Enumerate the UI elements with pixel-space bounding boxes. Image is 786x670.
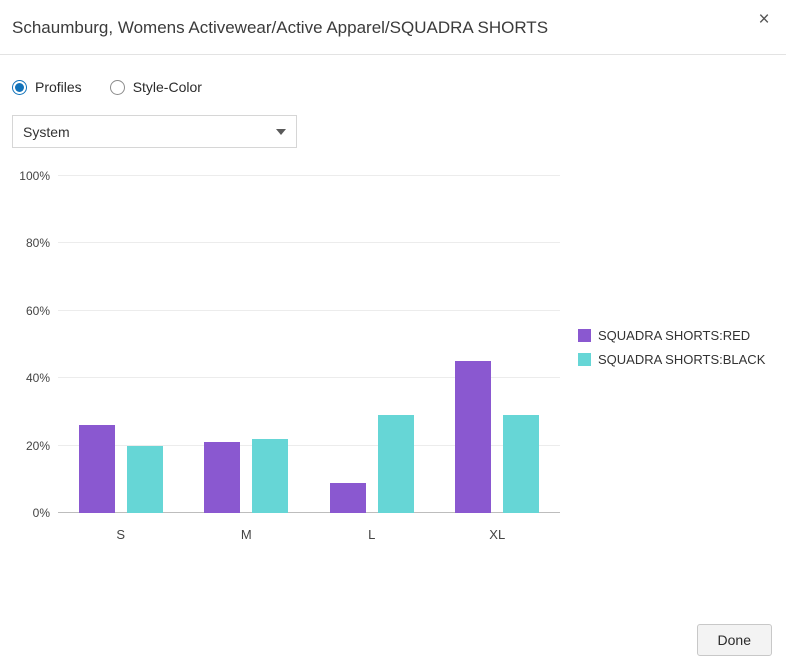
legend-swatch-icon bbox=[578, 353, 591, 366]
done-button[interactable]: Done bbox=[696, 624, 772, 656]
bar bbox=[204, 442, 241, 513]
chart-legend: SQUADRA SHORTS:RED SQUADRA SHORTS:BLACK bbox=[578, 176, 765, 542]
gridline bbox=[58, 377, 560, 379]
gridline bbox=[58, 309, 560, 311]
x-tick-label: L bbox=[368, 527, 376, 542]
x-axis-baseline bbox=[58, 512, 560, 513]
bar-group bbox=[435, 176, 561, 513]
legend-item: SQUADRA SHORTS:RED bbox=[578, 328, 765, 343]
y-tick-label: 60% bbox=[25, 303, 50, 318]
radio-circle-icon bbox=[109, 79, 125, 95]
system-dropdown[interactable]: System bbox=[12, 115, 297, 148]
y-axis: 0% 20% 40% 60% 80% 100% bbox=[10, 169, 58, 520]
y-tick-label: 20% bbox=[25, 438, 50, 453]
radio-circle-icon bbox=[12, 79, 27, 95]
controls: Profiles Style-Color System bbox=[0, 55, 786, 148]
bar-groups bbox=[58, 176, 560, 513]
radio-profiles-label: Profiles bbox=[35, 79, 82, 95]
dropdown-selected-value: System bbox=[23, 123, 70, 140]
bar-group bbox=[184, 176, 310, 513]
bar bbox=[78, 425, 115, 513]
chevron-down-icon bbox=[276, 128, 286, 135]
y-tick-label: 40% bbox=[25, 371, 50, 386]
legend-label: SQUADRA SHORTS:RED bbox=[598, 328, 751, 343]
gridline bbox=[58, 175, 560, 176]
legend-swatch-icon bbox=[578, 329, 591, 342]
bar bbox=[377, 415, 414, 513]
gridline bbox=[58, 444, 560, 446]
bar-chart: 0% 20% 40% 60% 80% 100% S M L XL SQUADRA SHORTS:… bbox=[10, 169, 786, 542]
bar bbox=[503, 415, 540, 513]
bar bbox=[126, 445, 163, 513]
radio-style-color-label: Style-Color bbox=[132, 79, 202, 95]
radio-profiles[interactable]: Profiles bbox=[12, 79, 82, 95]
x-tick-label: S bbox=[116, 527, 126, 542]
legend-label: SQUADRA SHORTS:BLACK bbox=[598, 352, 766, 367]
bar-group bbox=[309, 176, 435, 513]
x-tick-label: M bbox=[240, 527, 252, 542]
legend-item: SQUADRA SHORTS:BLACK bbox=[578, 352, 765, 367]
y-tick-label: 80% bbox=[25, 236, 50, 251]
bar bbox=[252, 438, 289, 513]
y-tick-label: 0% bbox=[32, 506, 50, 520]
close-icon[interactable]: × bbox=[752, 8, 776, 32]
bar bbox=[455, 361, 492, 513]
dialog-title: Schaumburg, Womens Activewear/Active App… bbox=[12, 18, 549, 37]
gridline bbox=[58, 242, 560, 244]
x-tick-label: XL bbox=[489, 527, 506, 542]
bar-group bbox=[58, 176, 184, 513]
dialog-header: Schaumburg, Womens Activewear/Active App… bbox=[0, 0, 786, 55]
y-tick-label: 100% bbox=[19, 169, 50, 183]
plot-wrap: S M L XL bbox=[58, 175, 560, 542]
plot-area bbox=[58, 175, 560, 513]
bar bbox=[329, 482, 366, 513]
radio-style-color[interactable]: Style-Color bbox=[109, 79, 202, 95]
radio-group: Profiles Style-Color bbox=[12, 79, 774, 95]
x-axis: S M L XL bbox=[58, 527, 560, 542]
